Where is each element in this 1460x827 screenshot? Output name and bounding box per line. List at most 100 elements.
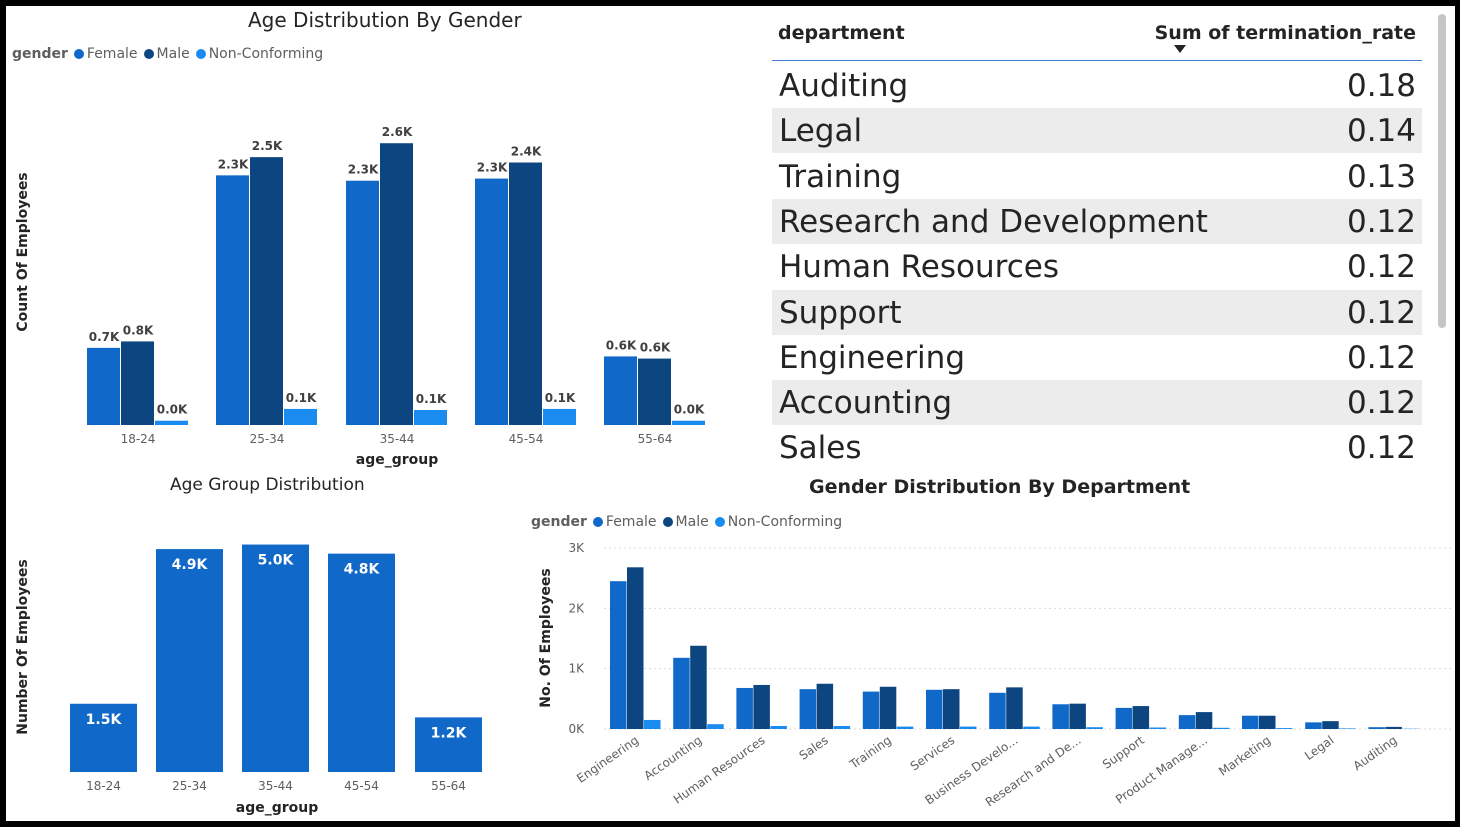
bar-female[interactable] <box>1178 715 1196 729</box>
bar-male[interactable] <box>627 567 644 729</box>
legend-item-nonconforming[interactable]: Non-Conforming <box>714 514 842 530</box>
table-row[interactable]: Legal 0.14 <box>772 108 1422 154</box>
data-label: 0.6K <box>640 341 671 355</box>
bar-female[interactable] <box>862 691 880 729</box>
bar-male[interactable] <box>1006 687 1023 729</box>
bar-male[interactable] <box>879 686 897 729</box>
x-tick-label: 55-64 <box>638 432 673 446</box>
bar-male-35-44[interactable] <box>380 143 413 425</box>
bar-female[interactable] <box>1242 715 1259 729</box>
bar-male-25-34[interactable] <box>250 157 283 425</box>
bar-nonconforming[interactable] <box>1023 726 1040 729</box>
nonconforming-dot-icon <box>714 517 725 527</box>
bar-nonconforming-45-54[interactable] <box>543 408 576 425</box>
cell-termination-rate: 0.12 <box>1346 249 1416 286</box>
table-row[interactable]: Sales 0.12 <box>772 425 1422 468</box>
bar-18-24[interactable] <box>70 703 137 772</box>
legend-item-nonconforming[interactable]: Non-Conforming <box>195 46 323 62</box>
report-canvas: Age Distribution By Gender gender Female… <box>6 6 1455 821</box>
x-tick-label: Legal <box>1302 733 1336 763</box>
bar-male[interactable] <box>753 684 770 729</box>
bar-female[interactable] <box>799 689 817 729</box>
bar-nonconforming[interactable] <box>1339 728 1356 729</box>
bar-male-45-54[interactable] <box>509 162 542 426</box>
bar-male[interactable] <box>943 689 960 729</box>
bar-female-45-54[interactable] <box>475 178 508 425</box>
legend-item-male[interactable]: Male <box>143 46 190 62</box>
data-label: 0.0K <box>157 403 188 417</box>
male-dot-icon <box>143 49 154 59</box>
bar-nonconforming-25-34[interactable] <box>284 408 317 425</box>
bar-nonconforming[interactable] <box>770 725 787 729</box>
bar-male[interactable] <box>1259 715 1276 729</box>
table-row[interactable]: Accounting 0.12 <box>772 380 1422 426</box>
bar-female-35-44[interactable] <box>346 180 379 425</box>
bar-55-64[interactable] <box>415 717 482 772</box>
bar-female-18-24[interactable] <box>87 347 120 425</box>
x-tick-label: 35-44 <box>380 432 415 446</box>
bar-nonconforming[interactable] <box>707 724 724 729</box>
bar-female[interactable] <box>1115 707 1133 729</box>
table-row[interactable]: Training 0.13 <box>772 154 1422 199</box>
bar-female[interactable] <box>736 687 753 729</box>
bar-35-44[interactable] <box>242 544 309 772</box>
cell-department: Engineering <box>779 339 965 376</box>
cell-termination-rate: 0.12 <box>1346 294 1416 331</box>
cell-department: Legal <box>779 113 863 150</box>
table-row[interactable]: Support 0.12 <box>772 289 1422 335</box>
cell-termination-rate: 0.12 <box>1346 203 1416 240</box>
bar-male-18-24[interactable] <box>121 341 154 425</box>
bar-female[interactable] <box>989 692 1006 729</box>
x-axis-label: age_group <box>236 800 319 816</box>
bar-male[interactable] <box>1385 726 1402 729</box>
bar-male[interactable] <box>1132 706 1150 729</box>
table-scrollbar[interactable] <box>1438 14 1446 328</box>
legend-item-male[interactable]: Male <box>662 514 709 530</box>
bar-nonconforming[interactable] <box>1149 727 1167 729</box>
table-row[interactable]: Research and Development 0.12 <box>772 198 1422 244</box>
bar-female-55-64[interactable] <box>604 356 637 425</box>
bar-nonconforming[interactable] <box>1276 728 1293 729</box>
cell-department: Support <box>779 294 902 331</box>
bar-female[interactable] <box>1305 722 1322 729</box>
bar-nonconforming-18-24[interactable] <box>155 420 188 425</box>
bar-female[interactable] <box>1368 727 1385 729</box>
legend-item-female[interactable]: Female <box>592 514 657 530</box>
bar-nonconforming-55-64[interactable] <box>672 420 705 425</box>
bar-female[interactable] <box>610 581 627 729</box>
bar-male[interactable] <box>816 683 834 729</box>
x-tick-label: Sales <box>797 733 831 763</box>
bar-nonconforming[interactable] <box>1086 727 1103 729</box>
x-tick-label: Engineering <box>574 733 641 786</box>
bar-nonconforming[interactable] <box>896 726 914 729</box>
bar-nonconforming[interactable] <box>833 725 851 729</box>
bar-female-25-34[interactable] <box>216 175 249 425</box>
bar-male[interactable] <box>690 645 707 729</box>
bar-female[interactable] <box>1052 704 1069 729</box>
x-axis-label: age_group <box>356 452 439 468</box>
y-tick-label: 0K <box>568 722 585 736</box>
bar-nonconforming-35-44[interactable] <box>414 410 447 425</box>
bar-nonconforming[interactable] <box>960 726 977 729</box>
bar-45-54[interactable] <box>328 553 395 772</box>
table-row[interactable]: Auditing 0.18 <box>772 63 1422 108</box>
bar-male[interactable] <box>1322 721 1339 729</box>
bar-male-55-64[interactable] <box>638 358 671 425</box>
sort-down-icon[interactable] <box>1174 45 1186 53</box>
bar-male[interactable] <box>1069 703 1086 729</box>
y-tick-label: 1K <box>568 662 585 676</box>
legend-item-female[interactable]: Female <box>73 46 138 62</box>
table-row[interactable]: Engineering 0.12 <box>772 335 1422 380</box>
bar-nonconforming[interactable] <box>1212 727 1230 729</box>
bar-male[interactable] <box>1195 712 1213 729</box>
table-row[interactable]: Human Resources 0.12 <box>772 244 1422 289</box>
data-label: 0.8K <box>123 323 154 337</box>
bar-nonconforming[interactable] <box>644 719 661 729</box>
header-department[interactable]: department <box>778 22 905 44</box>
x-tick-label: Training <box>846 733 894 772</box>
header-termination-rate[interactable]: Sum of termination_rate <box>1154 22 1416 44</box>
bar-female[interactable] <box>673 657 690 729</box>
bar-25-34[interactable] <box>156 549 223 772</box>
bar-female[interactable] <box>926 689 943 729</box>
x-tick-label: 35-44 <box>258 779 293 793</box>
